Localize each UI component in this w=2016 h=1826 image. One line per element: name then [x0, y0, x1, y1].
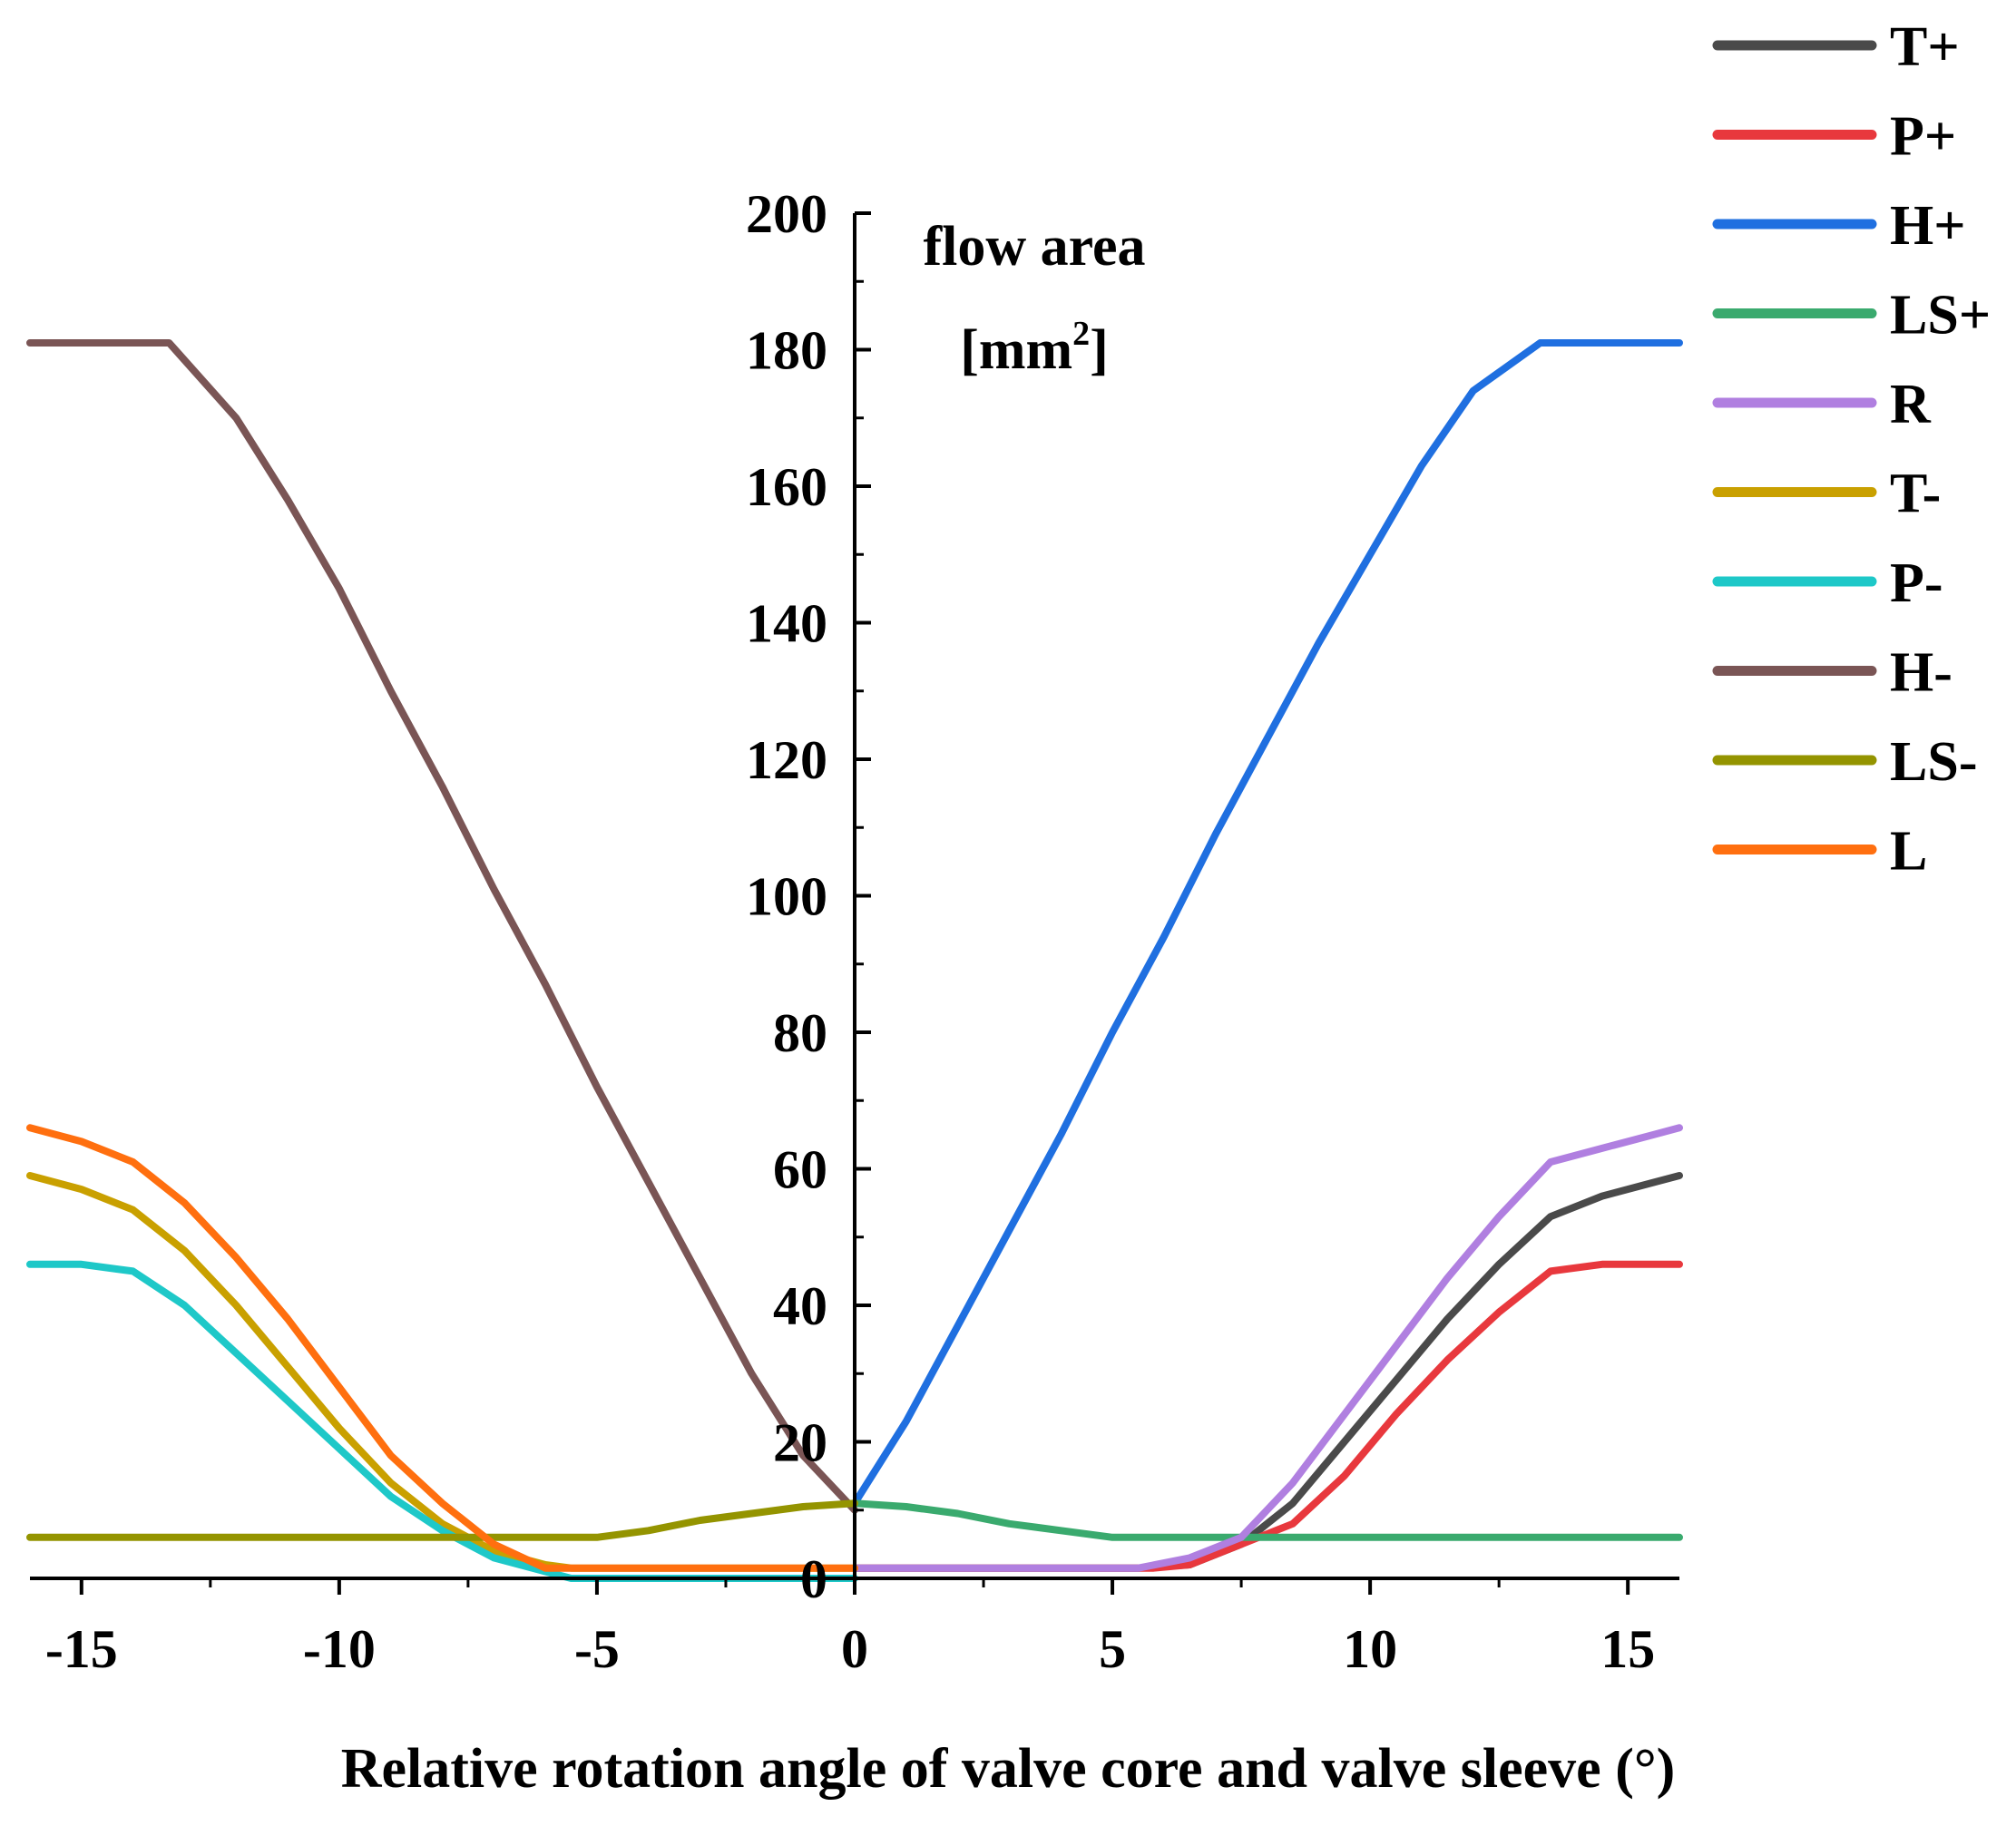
series-line-h-minus: [26, 339, 858, 1514]
x-tick-label: 10: [1343, 1619, 1397, 1679]
series-layer: [26, 339, 1683, 1582]
x-tick-label: 15: [1600, 1619, 1655, 1679]
y-axis-unit-superscript: 2: [1072, 315, 1090, 353]
legend-label-p-plus: P+: [1890, 106, 1956, 168]
x-tick-label: -15: [45, 1619, 118, 1679]
legend-label-l: L: [1890, 821, 1927, 883]
legend-label-t-minus: T-: [1890, 464, 1941, 525]
y-tick-label: 200: [746, 184, 827, 244]
y-tick-label: 40: [773, 1276, 827, 1336]
legend-label-h-plus: H+: [1890, 195, 1966, 257]
y-tick-label: 140: [746, 594, 827, 654]
y-axis-unit-open: [mm: [960, 319, 1072, 381]
series-line-h-plus: [851, 339, 1683, 1508]
y-axis-unit-close: ]: [1090, 319, 1109, 381]
y-tick-label: 60: [773, 1140, 827, 1200]
y-axis-unit: [mm2]: [960, 315, 1109, 381]
series-line-t-minus: [26, 1172, 858, 1572]
series-line-r: [851, 1124, 1683, 1572]
y-tick-label: 160: [746, 457, 827, 517]
y-axis-title: flow area: [923, 216, 1145, 278]
legend-label-p-minus: P-: [1890, 552, 1943, 614]
x-tick-label: 5: [1099, 1619, 1126, 1679]
y-tick-label: 0: [800, 1549, 827, 1609]
series-line-p-minus: [26, 1260, 858, 1582]
y-tick-label: 100: [746, 867, 827, 927]
x-tick-label: -5: [574, 1619, 620, 1679]
ticks-layer: -15 -10 -5 0 5 10 15 0 20 40 60 80 100 120 140 160 180 20…: [45, 184, 1655, 1679]
series-line-l: [26, 1124, 858, 1572]
y-tick-label: 80: [773, 1003, 827, 1063]
series-line-ls-minus: [26, 1499, 858, 1541]
x-tick-label: -10: [303, 1619, 376, 1679]
y-tick-label: 120: [746, 730, 827, 790]
series-line-ls-plus: [851, 1499, 1683, 1541]
series-line-p-plus: [851, 1260, 1683, 1572]
legend-label-h-minus: H-: [1890, 642, 1952, 704]
legend-label-ls-minus: LS-: [1890, 731, 1977, 793]
y-tick-label: 20: [773, 1413, 827, 1473]
y-tick-label: 180: [746, 321, 827, 381]
legend-label-r: R: [1890, 374, 1932, 435]
legend-label-ls-plus: LS+: [1890, 285, 1991, 347]
legend: T+ P+ H+ LS+ R T- P- H- LS- L: [1712, 16, 1991, 883]
legend-label-t-plus: T+: [1890, 16, 1960, 78]
x-tick-label: 0: [841, 1619, 868, 1679]
x-axis-title: Relative rotation angle of valve core an…: [341, 1738, 1676, 1800]
